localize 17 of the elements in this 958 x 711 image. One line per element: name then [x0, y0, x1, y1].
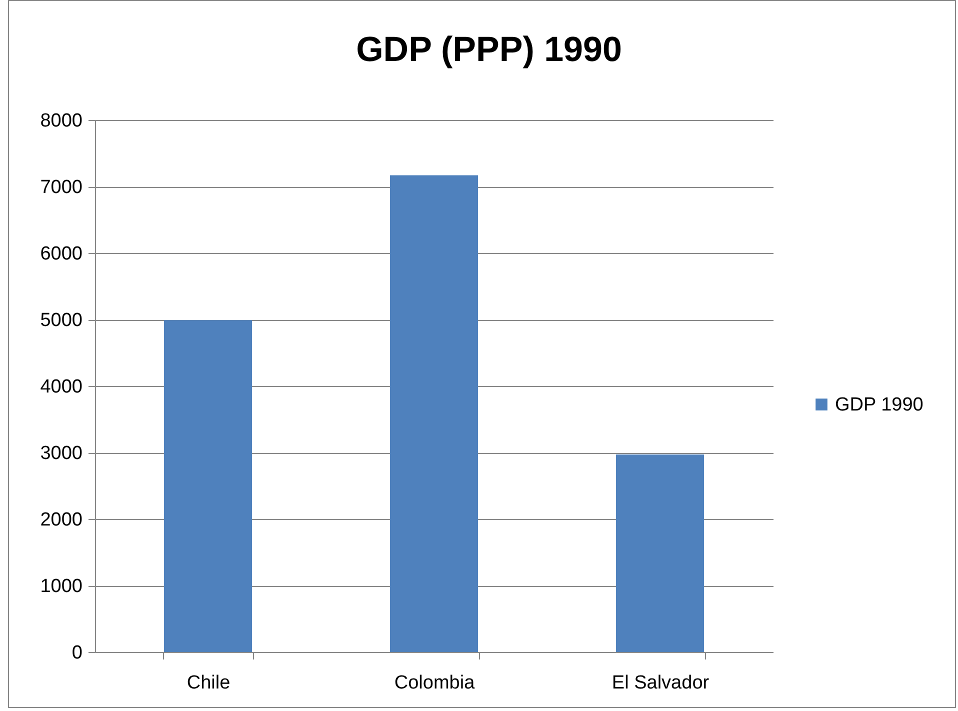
y-tick-label: 7000 [40, 177, 82, 198]
bar [164, 320, 252, 652]
x-tick-label: El Salvador [612, 672, 710, 694]
y-tick-label: 1000 [40, 576, 82, 597]
bar [616, 454, 704, 652]
y-tick-label: 0 [72, 642, 82, 664]
y-tick-label: 3000 [40, 443, 82, 464]
y-tick-label: 4000 [40, 376, 82, 398]
y-tick-label: 6000 [40, 244, 82, 264]
x-tick-label: Colombia [394, 672, 476, 694]
chart-title: GDP (PPP) 1990 [356, 30, 622, 69]
y-tick-label: 8000 [40, 110, 82, 132]
bar [390, 175, 478, 652]
y-tick-label: 5000 [40, 310, 82, 331]
x-tick-label: Chile [186, 672, 230, 694]
legend-label: GDP 1990 [835, 394, 924, 416]
y-tick-label: 2000 [40, 510, 82, 530]
